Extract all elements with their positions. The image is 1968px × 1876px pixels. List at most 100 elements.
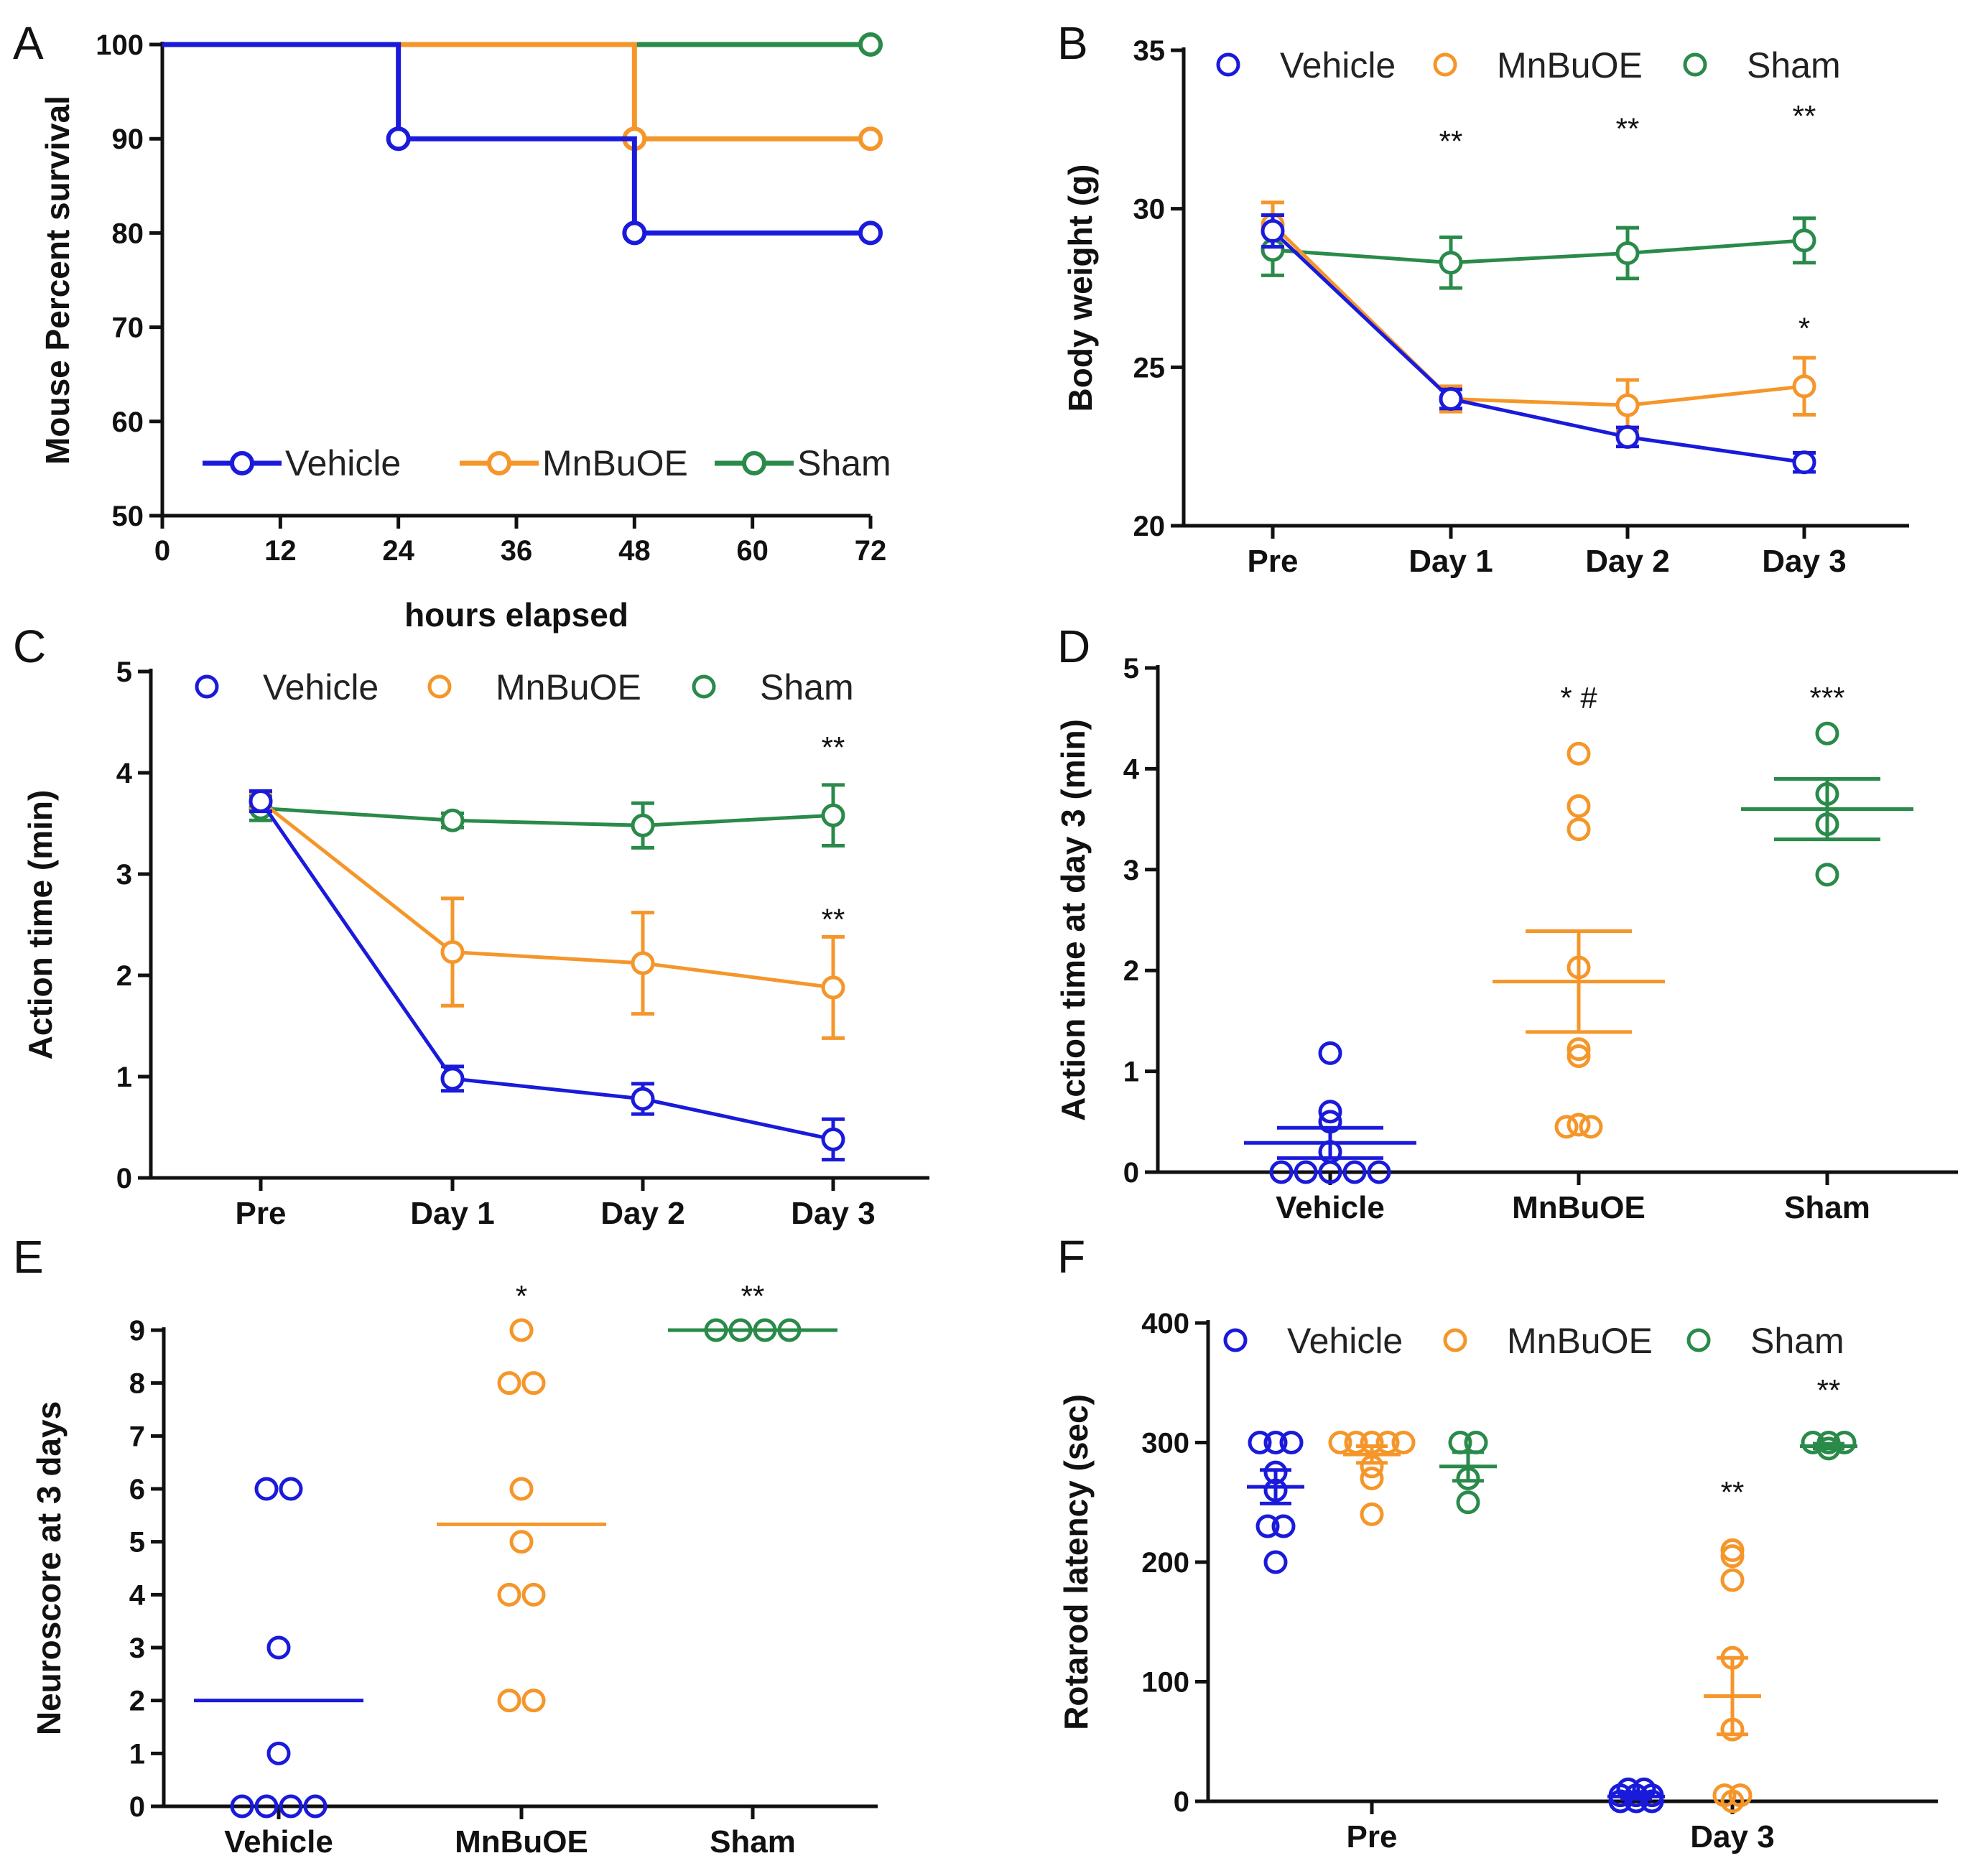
panel-a: A 50 60 70 80 90 100 0 12 24 36 48 60 72 hours elapsed… bbox=[13, 17, 891, 633]
panel-e: E 0 1 2 3 4 5 6 7 8 9 Vehicle MnBuOE Sham Neuroscore a… bbox=[13, 1231, 878, 1859]
y-axis-title: Rotarod latency (sec) bbox=[1057, 1394, 1095, 1730]
legend-label-mnbuoe: MnBuOE bbox=[1507, 1321, 1653, 1361]
data-point-vehicle bbox=[440, 1067, 465, 1091]
x-category-label: Pre bbox=[1248, 544, 1299, 579]
legend-label-mnbuoe: MnBuOE bbox=[1497, 45, 1643, 85]
panel-c: C 0 1 2 3 4 5 Pre Day 1 Day 2 Day 3 Action time (mi… bbox=[13, 621, 929, 1231]
y-tick-label: 5 bbox=[1123, 653, 1139, 684]
y-tick-label: 200 bbox=[1141, 1547, 1189, 1579]
panel-letter-f: F bbox=[1057, 1231, 1085, 1283]
y-tick-label: 300 bbox=[1141, 1428, 1189, 1459]
data-point-mnbuoe bbox=[1566, 794, 1591, 818]
significance-marker: ** bbox=[1616, 112, 1640, 146]
data-point-mnbuoe bbox=[1328, 1431, 1352, 1454]
significance-marker: * bbox=[1798, 312, 1810, 345]
significance-marker: ** bbox=[822, 903, 845, 937]
data-point-vehicle bbox=[279, 1477, 303, 1501]
data-point-vehicle bbox=[622, 220, 647, 246]
data-point-vehicle bbox=[254, 1794, 279, 1819]
legend-label-sham: Sham bbox=[797, 443, 891, 483]
legend-label-sham: Sham bbox=[1750, 1321, 1844, 1361]
panel-f: F 0 100 200 300 400 Pre Day 3 Rotarod latency (s… bbox=[1057, 1231, 1938, 1854]
series-line-mnbuoe bbox=[259, 799, 834, 990]
panel-d: D 0 1 2 3 4 5 Vehicle MnBuOE Sham Action time at d… bbox=[1054, 621, 1958, 1225]
y-tick-label: 400 bbox=[1141, 1308, 1189, 1339]
y-tick-label: 30 bbox=[1133, 194, 1166, 226]
significance-marker: ** bbox=[822, 730, 845, 764]
x-tick-label: 36 bbox=[501, 535, 533, 567]
x-category-label: Day 1 bbox=[410, 1196, 494, 1231]
x-category-label: Day 3 bbox=[1762, 544, 1846, 579]
data-point-vehicle bbox=[1342, 1160, 1367, 1184]
data-point-vehicle bbox=[821, 1127, 845, 1151]
data-point-sham bbox=[631, 813, 655, 837]
data-point-mnbuoe bbox=[521, 1689, 546, 1713]
y-tick-label: 4 bbox=[129, 1579, 146, 1611]
legend-label-vehicle: Vehicle bbox=[1287, 1321, 1403, 1361]
significance-marker: ** bbox=[741, 1279, 765, 1313]
data-point-mnbuoe bbox=[497, 1371, 521, 1396]
data-point-sham bbox=[1815, 863, 1839, 887]
data-point-vehicle bbox=[1248, 1431, 1272, 1454]
data-point-vehicle bbox=[1608, 1789, 1633, 1814]
x-category-label: Pre bbox=[236, 1196, 287, 1231]
legend-marker-mnbuoe bbox=[427, 674, 452, 699]
x-category-label: Day 1 bbox=[1408, 544, 1493, 579]
significance-marker: *** bbox=[1809, 681, 1844, 715]
data-point-mnbuoe bbox=[440, 940, 465, 965]
data-point-mnbuoe bbox=[1566, 741, 1591, 766]
data-point-sham bbox=[1815, 721, 1839, 746]
data-point-vehicle bbox=[266, 1741, 291, 1765]
x-category-label: Day 3 bbox=[1690, 1819, 1774, 1854]
data-point-mnbuoe bbox=[821, 975, 845, 1000]
x-category-label: Day 3 bbox=[791, 1196, 875, 1231]
y-tick-label: 4 bbox=[1123, 753, 1140, 785]
data-point-vehicle bbox=[1263, 1550, 1288, 1574]
y-tick-label: 2 bbox=[129, 1686, 145, 1717]
data-point-vehicle bbox=[1279, 1431, 1304, 1454]
x-tick-label: 12 bbox=[264, 535, 297, 567]
x-category-label: MnBuOE bbox=[455, 1824, 588, 1859]
y-tick-label: 70 bbox=[112, 312, 144, 344]
y-tick-label: 5 bbox=[116, 656, 132, 688]
significance-marker: ** bbox=[1793, 99, 1816, 133]
data-point-mnbuoe bbox=[1360, 1466, 1384, 1490]
data-point-vehicle bbox=[1615, 424, 1640, 449]
data-point-mnbuoe bbox=[1554, 1115, 1579, 1139]
y-tick-label: 0 bbox=[116, 1163, 132, 1194]
y-tick-label: 3 bbox=[116, 859, 132, 891]
data-point-vehicle bbox=[1261, 219, 1285, 243]
data-point-sham bbox=[440, 808, 465, 832]
y-tick-label: 1 bbox=[129, 1738, 145, 1770]
legend-label-sham: Sham bbox=[1747, 45, 1841, 85]
data-point-mnbuoe bbox=[1391, 1431, 1416, 1454]
y-tick-label: 5 bbox=[129, 1527, 145, 1559]
data-point-mnbuoe bbox=[1566, 1044, 1591, 1069]
legend-label-vehicle: Vehicle bbox=[263, 667, 379, 707]
legend-marker-sham bbox=[1686, 1328, 1711, 1352]
y-tick-label: 80 bbox=[112, 218, 144, 249]
x-category-label: Pre bbox=[1347, 1819, 1398, 1854]
panel-letter-c: C bbox=[13, 621, 46, 672]
data-point-mnbuoe bbox=[509, 1530, 534, 1554]
data-point-mnbuoe bbox=[1344, 1431, 1368, 1454]
legend-marker-sham bbox=[1683, 52, 1707, 77]
data-point-mnbuoe bbox=[631, 951, 655, 975]
y-tick-label: 3 bbox=[129, 1633, 145, 1664]
series-line-vehicle bbox=[259, 800, 834, 1141]
data-point-vehicle bbox=[1271, 1514, 1296, 1538]
data-point-mnbuoe bbox=[497, 1582, 521, 1607]
data-point-mnbuoe bbox=[1615, 393, 1640, 417]
data-point-mnbuoe bbox=[1566, 817, 1591, 842]
data-point-mnbuoe bbox=[521, 1582, 546, 1607]
data-point-mnbuoe bbox=[509, 1477, 534, 1501]
panel-letter-a: A bbox=[13, 17, 44, 69]
y-tick-label: 1 bbox=[116, 1062, 132, 1093]
data-point-vehicle bbox=[1640, 1789, 1664, 1814]
y-axis-title: Body weight (g) bbox=[1062, 164, 1099, 412]
y-tick-label: 100 bbox=[96, 29, 144, 61]
y-tick-label: 50 bbox=[112, 501, 144, 532]
y-axis-title: Neuroscore at 3 days bbox=[30, 1401, 68, 1735]
data-point-vehicle bbox=[230, 1794, 254, 1819]
panel-letter-d: D bbox=[1057, 621, 1090, 672]
